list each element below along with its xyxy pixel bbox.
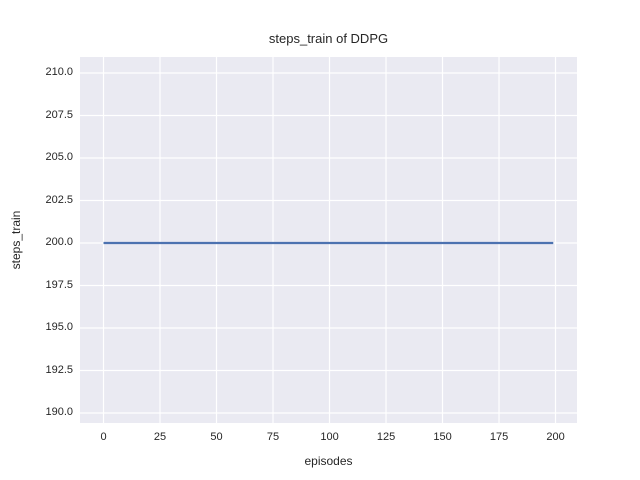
y-tick-label: 197.5 <box>45 278 73 291</box>
y-tick-label: 202.5 <box>45 193 73 206</box>
x-tick-label: 50 <box>210 431 223 443</box>
chart-title: steps_train of DDPG <box>268 31 389 46</box>
x-tick-label: 100 <box>320 431 339 443</box>
x-tick-label: 25 <box>153 431 167 443</box>
y-tick-label: 190.0 <box>45 406 73 419</box>
y-tick-label: 210.0 <box>45 66 73 79</box>
x-tick-label: 150 <box>433 431 452 443</box>
x-tick-label: 200 <box>546 431 565 443</box>
y-tick-label: 205.0 <box>45 151 73 164</box>
x-tick-label: 175 <box>489 431 509 443</box>
y-tick-label: 200.0 <box>45 236 73 249</box>
y-tick-label: 195.0 <box>45 321 73 334</box>
plot-canvas <box>80 57 577 423</box>
x-tick-label: 125 <box>376 431 396 443</box>
x-tick-label: 75 <box>266 431 280 443</box>
y-tick-label: 207.5 <box>45 108 73 121</box>
x-tick-label: 0 <box>100 431 107 443</box>
y-tick-label: 192.5 <box>45 363 73 376</box>
x-axis-label: episodes <box>304 454 353 468</box>
plot-area <box>80 57 577 423</box>
